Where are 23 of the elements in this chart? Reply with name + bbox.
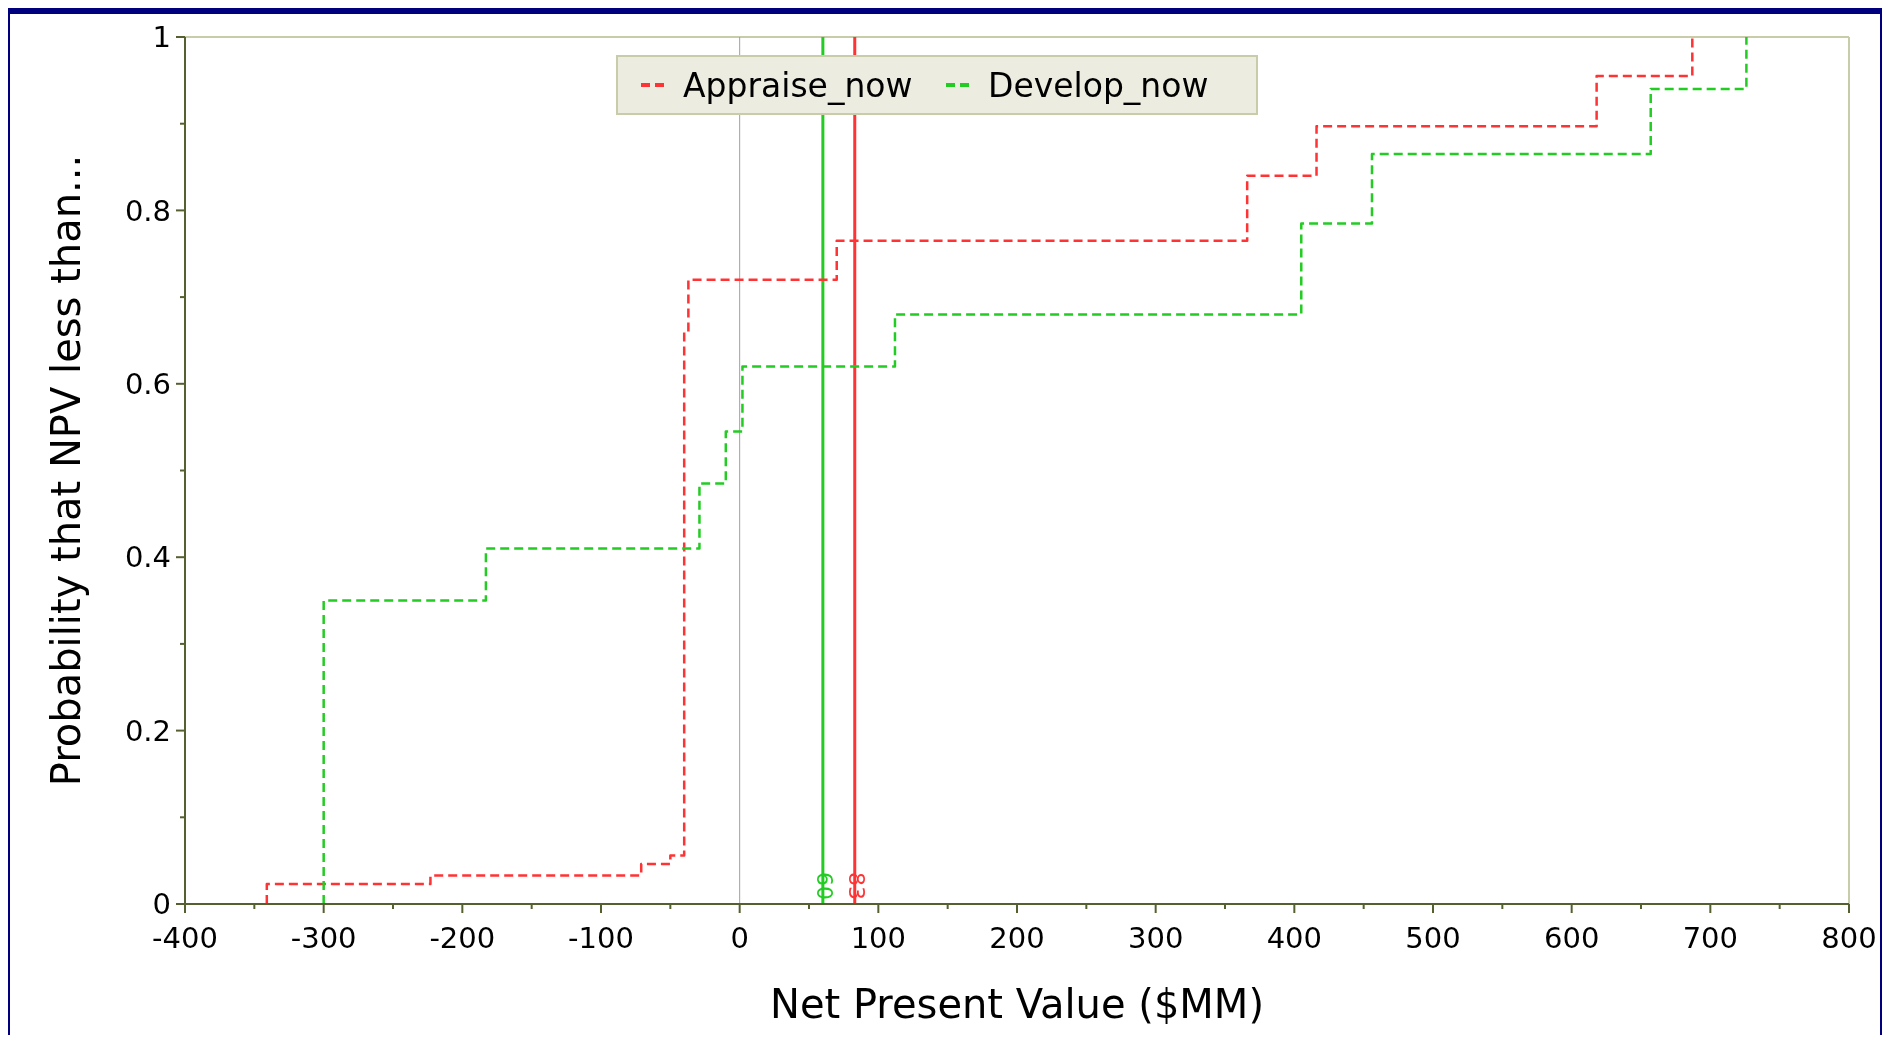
x-tick-label: 100 <box>850 921 907 955</box>
x-tick-label: 0 <box>730 921 749 955</box>
x-tick-label: -300 <box>290 921 357 955</box>
x-tick-label: -200 <box>429 921 496 955</box>
x-tick-label: 600 <box>1543 921 1600 955</box>
x-axis-title: Net Present Value ($MM) <box>770 981 1264 1027</box>
x-tick-label: 200 <box>989 921 1045 955</box>
y-tick-label: 0 <box>152 887 171 922</box>
x-tick-label: 800 <box>1821 921 1877 955</box>
y-axis-title: Probability that NPV less than... <box>43 154 89 787</box>
y-tick-label: 0.2 <box>124 713 171 748</box>
y-tick-label: 0.8 <box>124 193 171 228</box>
y-tick-label: 0.4 <box>124 540 171 575</box>
x-tick-label: 500 <box>1405 921 1461 955</box>
x-tick-label: 400 <box>1266 921 1323 955</box>
x-tick-label: -100 <box>568 921 634 955</box>
x-tick-label: 700 <box>1682 921 1739 955</box>
legend-label: Appraise_now <box>683 65 913 105</box>
legend-label: Develop_now <box>988 65 1209 105</box>
y-tick-label: 0.6 <box>124 366 171 401</box>
y-tick-label: 1 <box>152 20 171 55</box>
x-tick-label: -400 <box>152 921 218 955</box>
x-tick-label: 300 <box>1127 921 1184 955</box>
